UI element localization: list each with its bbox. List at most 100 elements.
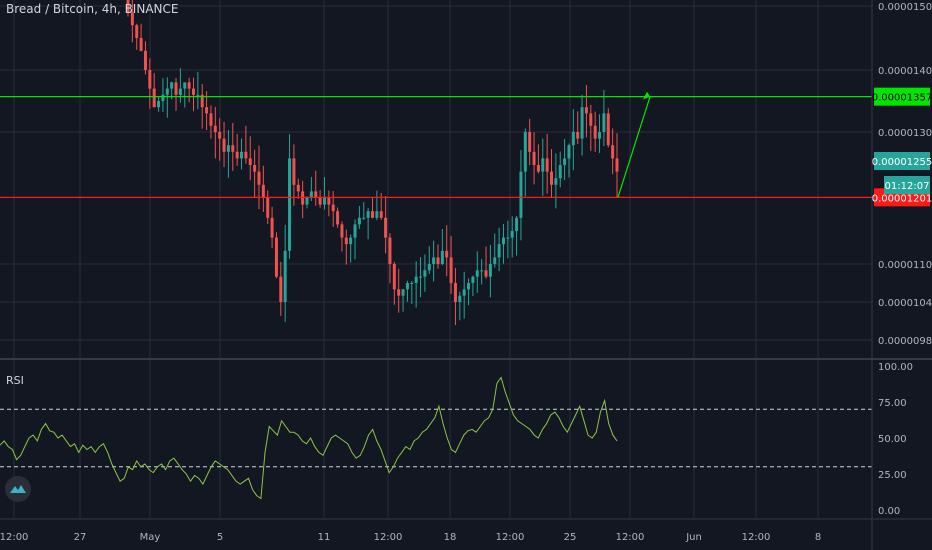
last-price-tag xyxy=(874,152,930,170)
candle-body xyxy=(270,217,274,238)
candle-body xyxy=(375,211,379,218)
candle-body xyxy=(501,237,505,245)
time-tick-label: May xyxy=(140,532,161,543)
candle-body xyxy=(440,250,444,264)
candle-body xyxy=(379,211,383,218)
candle-body xyxy=(523,132,527,172)
candle-body xyxy=(244,151,248,159)
rsi-tick-label: 50.00 xyxy=(878,434,907,445)
candle-body xyxy=(580,107,584,139)
candle-body xyxy=(130,12,134,26)
candle-body xyxy=(309,191,313,198)
candle-body xyxy=(497,244,501,258)
candle-body xyxy=(532,151,536,165)
candle-body xyxy=(541,158,545,172)
candle-body xyxy=(397,289,401,296)
rsi-panel: 0.00 25.00 50.00 75.00 100.00 xyxy=(0,362,913,517)
candle-body xyxy=(266,198,270,218)
candle-body xyxy=(139,38,143,51)
candle-body xyxy=(432,257,436,264)
time-tick-label: 11 xyxy=(318,532,331,543)
candle-body xyxy=(305,198,309,205)
candle-body xyxy=(318,198,322,205)
candle-body xyxy=(257,171,261,185)
candle-body xyxy=(436,257,440,264)
candle-body xyxy=(589,113,593,126)
candle-body xyxy=(187,82,191,89)
candle-body xyxy=(515,217,519,231)
candle-body xyxy=(392,264,396,290)
rsi-tick-label: 100.00 xyxy=(878,362,913,373)
time-tick-label: Jun xyxy=(685,532,702,543)
candle-body xyxy=(314,191,318,198)
candle-body xyxy=(493,257,497,264)
candle-body xyxy=(462,289,466,296)
candle-body xyxy=(170,82,174,89)
candle-body xyxy=(178,88,182,95)
level-price-label: 0.00001357 xyxy=(872,93,932,104)
candle-body xyxy=(414,276,418,283)
candle-body xyxy=(222,138,226,152)
candle-body xyxy=(554,178,558,185)
grid xyxy=(0,0,872,518)
candle-body xyxy=(253,165,257,172)
candle-body xyxy=(576,132,580,139)
candle-body xyxy=(567,145,571,159)
time-tick-label: 18 xyxy=(444,532,457,543)
candle-body xyxy=(340,224,344,238)
tradingview-logo[interactable] xyxy=(5,476,31,502)
candle-body xyxy=(458,295,462,302)
candle-body xyxy=(143,50,147,70)
candle-body xyxy=(191,88,195,95)
candle-body xyxy=(388,237,392,264)
price-tick-label: 0.00000980 xyxy=(878,336,932,347)
candles xyxy=(126,0,619,326)
level-price-tag xyxy=(874,87,930,106)
candle-body xyxy=(248,158,252,165)
rsi-label: RSI xyxy=(6,374,24,387)
candle-body xyxy=(571,132,575,146)
rsi-tick-label: 25.00 xyxy=(878,470,907,481)
candle-body xyxy=(606,113,610,146)
candle-body xyxy=(196,94,200,96)
candle-body xyxy=(550,171,554,185)
time-tick-label: 5 xyxy=(217,532,223,543)
candle-body xyxy=(226,145,230,152)
candle-body xyxy=(401,289,405,296)
candle-body xyxy=(288,158,292,251)
candle-body xyxy=(218,132,222,139)
candle-body xyxy=(615,158,619,172)
candle-body xyxy=(157,101,161,108)
candle-body xyxy=(209,113,213,126)
candle-body xyxy=(331,204,335,212)
candle-body xyxy=(506,237,510,239)
candle-body xyxy=(183,82,187,89)
level-price-label: 0.00001201 xyxy=(872,193,932,204)
candle-body xyxy=(274,237,278,277)
projection-arrowhead xyxy=(643,91,650,100)
candle-body xyxy=(423,270,427,277)
candle-body xyxy=(366,211,370,218)
time-tick-label: 27 xyxy=(74,532,87,543)
time-tick-label: 12:00 xyxy=(742,532,771,543)
candle-body xyxy=(148,70,152,89)
candle-body xyxy=(545,158,549,172)
time-tick-label: 8 xyxy=(815,532,821,543)
candle-body xyxy=(419,276,423,278)
candle-body xyxy=(467,283,471,290)
candle-body xyxy=(362,217,366,219)
logo-icon xyxy=(10,485,26,493)
candle-body xyxy=(357,217,361,225)
candle-body xyxy=(235,151,239,159)
candle-body xyxy=(301,191,305,205)
candle-body xyxy=(336,211,340,225)
candle-body xyxy=(344,237,348,245)
candle-body xyxy=(200,94,204,108)
candle-body xyxy=(598,132,602,139)
countdown-label: 01:12:07 xyxy=(885,181,930,192)
rsi-tick-label: 0.00 xyxy=(878,506,900,517)
